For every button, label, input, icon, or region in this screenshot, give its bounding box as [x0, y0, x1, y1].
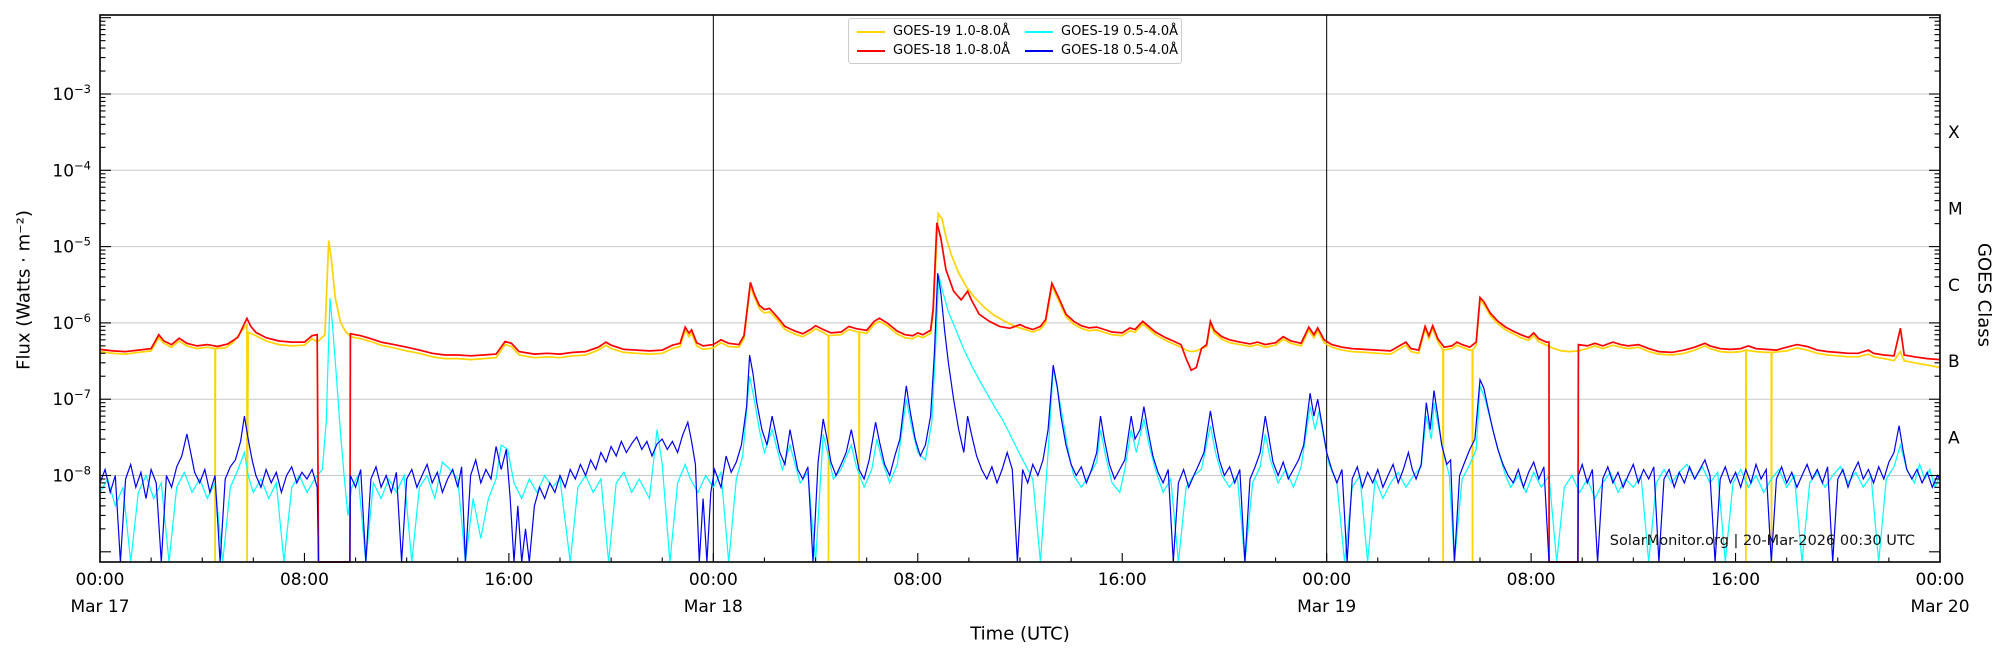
legend-line-swatch — [857, 49, 885, 52]
y-tick-labels: 10−3 10−4 10−5 10−6 10−7 10−8 — [52, 82, 91, 487]
x-date-label: Mar 17 — [70, 597, 129, 617]
goes-class-letter: A — [1948, 428, 1960, 448]
legend-entry: GOES-19 0.5-4.0Å — [1025, 24, 1178, 39]
y-tick-label: 10−5 — [52, 235, 91, 258]
x-tick-label: 08:00 — [893, 570, 942, 590]
x-tick-label: 08:00 — [280, 570, 329, 590]
y-tick-label: 10−7 — [52, 387, 91, 410]
series-goes-18-0.5-4.0- — [99, 273, 1941, 563]
legend-line-swatch — [1025, 49, 1053, 52]
day-boundary-lines — [712, 15, 1328, 562]
y-tick-label: 10−6 — [52, 311, 91, 334]
y-axis-label: Flux (Watts · m⁻²) — [13, 210, 35, 370]
y-tick-label: 10−8 — [52, 464, 91, 487]
goes-class-letter: B — [1948, 352, 1960, 372]
series-goes-19-1.0-8.0- — [99, 211, 1941, 563]
legend-entry: GOES-18 1.0-8.0Å — [857, 43, 1025, 58]
legend-label: GOES-19 0.5-4.0Å — [1061, 24, 1179, 39]
x-date-label: Mar 19 — [1297, 597, 1356, 617]
x-tick-labels: 00:00 Mar 17 08:00 16:00 00:00 Mar 18 08:00 16:… — [70, 570, 1969, 617]
x-tick-label: 16:00 — [484, 570, 533, 590]
x-tick-label: 16:00 — [1711, 570, 1760, 590]
legend: GOES-19 1.0-8.0Å GOES-19 0.5-4.0Å GOES-18 … — [848, 18, 1182, 64]
gridlines — [100, 93, 1940, 476]
x-date-label: Mar 18 — [684, 597, 743, 617]
x-tick-label: 08:00 — [1507, 570, 1556, 590]
goes-class-letter: M — [1948, 199, 1963, 219]
y-tick-label: 10−3 — [52, 82, 91, 105]
axis-ticks — [99, 17, 1941, 562]
x-tick-label: 16:00 — [1098, 570, 1147, 590]
goes-class-letter: X — [1948, 123, 1960, 143]
legend-label: GOES-18 1.0-8.0Å — [893, 43, 1011, 58]
goes-class-letters: X M C B A — [1948, 123, 1963, 448]
series-goes-19-0.5-4.0- — [99, 275, 1941, 563]
legend-line-swatch — [1025, 30, 1053, 33]
y-tick-label: 10−4 — [52, 158, 91, 181]
x-tick-label: 00:00 — [1916, 570, 1965, 590]
legend-label: GOES-19 1.0-8.0Å — [893, 24, 1011, 39]
x-date-label: Mar 20 — [1910, 597, 1969, 617]
watermark: SolarMonitor.org | 20-Mar-2026 00:30 UTC — [1609, 533, 1915, 549]
x-tick-label: 00:00 — [689, 570, 738, 590]
series-group — [99, 211, 1941, 563]
legend-entry: GOES-19 1.0-8.0Å — [857, 24, 1025, 39]
goes-class-letter: C — [1948, 276, 1960, 296]
legend-label: GOES-18 0.5-4.0Å — [1061, 43, 1179, 58]
y-axis-right-label: GOES Class — [1973, 243, 1995, 347]
x-axis-label: Time (UTC) — [970, 623, 1070, 645]
series-goes-18-1.0-8.0- — [99, 222, 1941, 563]
legend-line-swatch — [857, 30, 885, 33]
x-tick-label: 00:00 — [76, 570, 125, 590]
x-tick-label: 00:00 — [1302, 570, 1351, 590]
legend-entry: GOES-18 0.5-4.0Å — [1025, 43, 1178, 58]
